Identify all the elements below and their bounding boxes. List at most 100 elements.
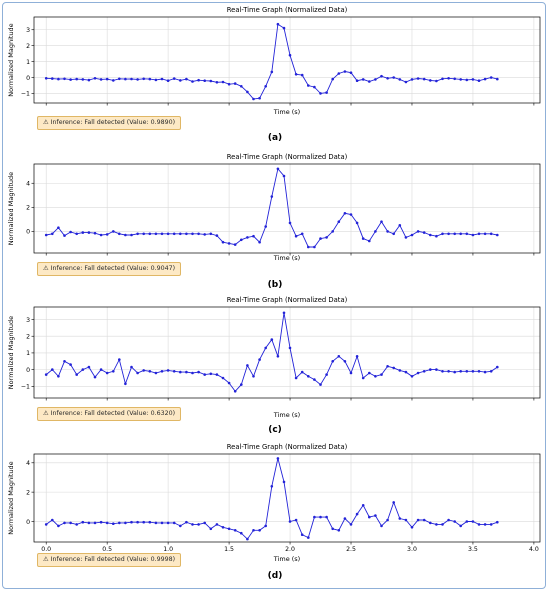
data-point: [63, 234, 66, 237]
data-point: [221, 240, 225, 244]
data-point: [252, 234, 255, 238]
data-point: [93, 375, 97, 379]
data-point: [246, 236, 249, 239]
y-tick-label: −1: [21, 91, 30, 98]
data-point: [422, 518, 426, 522]
data-point: [435, 368, 438, 371]
data-point: [435, 234, 438, 238]
data-point: [136, 371, 139, 375]
x-axis-label: Time (s): [273, 555, 300, 563]
data-point: [160, 77, 164, 81]
data-point: [57, 524, 60, 528]
data-point: [264, 524, 268, 528]
data-point: [191, 371, 194, 375]
data-point: [99, 368, 103, 371]
data-point: [209, 527, 213, 531]
data-point: [416, 77, 420, 80]
x-tick-label: 2.0: [285, 546, 295, 553]
data-point: [368, 80, 371, 83]
data-point: [489, 370, 493, 373]
data-point: [191, 523, 194, 526]
data-point: [270, 338, 274, 341]
subfigure-caption: (c): [268, 425, 282, 435]
data-point: [404, 518, 408, 522]
data-point: [227, 242, 231, 245]
data-point: [197, 232, 200, 236]
data-point: [331, 230, 335, 233]
data-point: [319, 515, 322, 519]
data-point: [496, 233, 499, 237]
data-point: [368, 371, 371, 375]
data-point: [57, 77, 60, 81]
data-point: [282, 174, 286, 178]
data-point: [410, 375, 414, 378]
data-point: [240, 531, 243, 535]
data-point: [319, 92, 322, 95]
data-point: [435, 523, 438, 526]
plot-area: [34, 307, 540, 398]
data-point: [465, 370, 469, 373]
data-point: [160, 232, 164, 236]
inference-badge: ⚠ Inference: Fall detected (Value: 0.632…: [37, 407, 182, 421]
data-point: [264, 346, 268, 350]
data-point: [124, 77, 127, 81]
data-point: [148, 370, 152, 373]
y-tick-label: 4: [26, 460, 30, 467]
data-point: [105, 521, 109, 525]
data-point: [319, 237, 322, 240]
chart-title: Real-Time Graph (Normalized Data): [227, 296, 348, 304]
data-point: [44, 373, 48, 376]
data-point: [429, 79, 432, 82]
data-point: [227, 82, 231, 86]
data-point: [118, 232, 121, 236]
data-point: [215, 234, 219, 237]
data-point: [459, 524, 463, 528]
data-point: [105, 371, 109, 375]
data-point: [416, 371, 420, 375]
data-point: [185, 232, 188, 236]
data-point: [465, 232, 469, 236]
axes-frame: [33, 16, 541, 104]
data-point: [93, 231, 97, 235]
y-tick-label: 2: [26, 205, 30, 212]
data-point: [374, 78, 377, 81]
y-tick-label: 3: [26, 317, 30, 324]
data-point: [368, 515, 371, 519]
data-point: [63, 521, 66, 525]
data-point: [105, 233, 109, 236]
data-point: [130, 520, 133, 524]
data-point: [75, 77, 78, 81]
data-point: [166, 369, 170, 372]
data-point: [99, 78, 103, 81]
chart-title: Real-Time Graph (Normalized Data): [227, 153, 348, 161]
data-point: [172, 370, 176, 373]
data-point: [57, 226, 60, 229]
data-point: [282, 480, 286, 484]
data-point: [142, 232, 145, 236]
data-point: [154, 78, 158, 82]
data-point: [374, 514, 377, 517]
subfigure-caption: (d): [267, 571, 283, 581]
data-point: [179, 79, 182, 82]
data-point: [459, 370, 463, 373]
data-point: [496, 77, 499, 81]
x-tick-label: 4.0: [529, 546, 539, 553]
data-point: [404, 80, 408, 84]
data-point: [227, 381, 231, 385]
data-point: [282, 311, 286, 315]
data-point: [166, 79, 170, 82]
data-point: [496, 520, 499, 524]
chart-title: Real-Time Graph (Normalized Data): [227, 6, 348, 14]
data-point: [209, 232, 213, 236]
y-tick-label: 0: [26, 229, 30, 236]
data-point: [99, 520, 103, 524]
data-point: [233, 390, 237, 393]
data-point: [44, 233, 48, 237]
data-point: [459, 78, 463, 81]
data-point: [483, 77, 487, 81]
data-point: [483, 370, 487, 374]
data-point: [435, 79, 438, 83]
data-point: [465, 520, 469, 523]
data-point: [215, 81, 219, 84]
